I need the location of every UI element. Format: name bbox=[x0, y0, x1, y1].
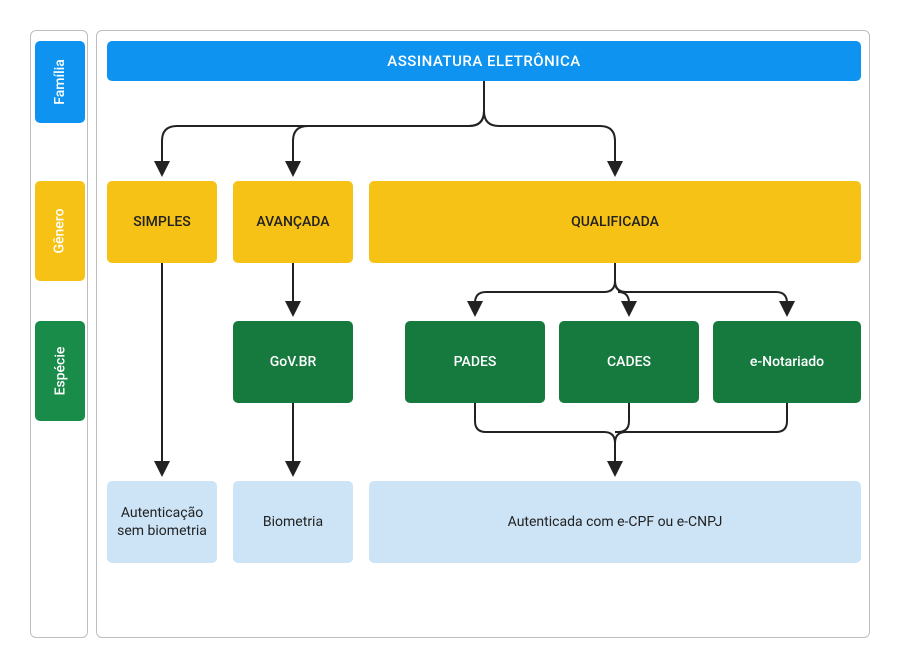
side-label-familia-text: Família bbox=[52, 59, 68, 105]
sidebar: Família Gênero Espécie bbox=[30, 30, 88, 638]
side-label-familia: Família bbox=[35, 41, 85, 123]
especie-govbr: GoV.BR bbox=[233, 321, 353, 403]
bottom-biometria: Biometria bbox=[233, 481, 353, 563]
especie-enotariado: e-Notariado bbox=[713, 321, 861, 403]
especie-pades: PADES bbox=[405, 321, 545, 403]
especie-cades: CADES bbox=[559, 321, 699, 403]
genero-avancada: AVANÇADA bbox=[233, 181, 353, 263]
side-label-genero-text: Gênero bbox=[52, 208, 68, 253]
header-box: ASSINATURA ELETRÔNICA bbox=[107, 41, 861, 81]
bottom-aut-ecpf: Autenticada com e-CPF ou e-CNPJ bbox=[369, 481, 861, 563]
side-label-especie-text: Espécie bbox=[52, 347, 68, 396]
side-label-genero: Gênero bbox=[35, 181, 85, 281]
header-label: ASSINATURA ELETRÔNICA bbox=[387, 52, 580, 70]
genero-qualificada: QUALIFICADA bbox=[369, 181, 861, 263]
genero-simples: SIMPLES bbox=[107, 181, 217, 263]
side-label-especie: Espécie bbox=[35, 321, 85, 421]
main-panel: ASSINATURA ELETRÔNICA SIMPLES AVANÇADA Q… bbox=[96, 30, 870, 638]
bottom-aut-sem-bio: Autenticação sem biometria bbox=[107, 481, 217, 563]
